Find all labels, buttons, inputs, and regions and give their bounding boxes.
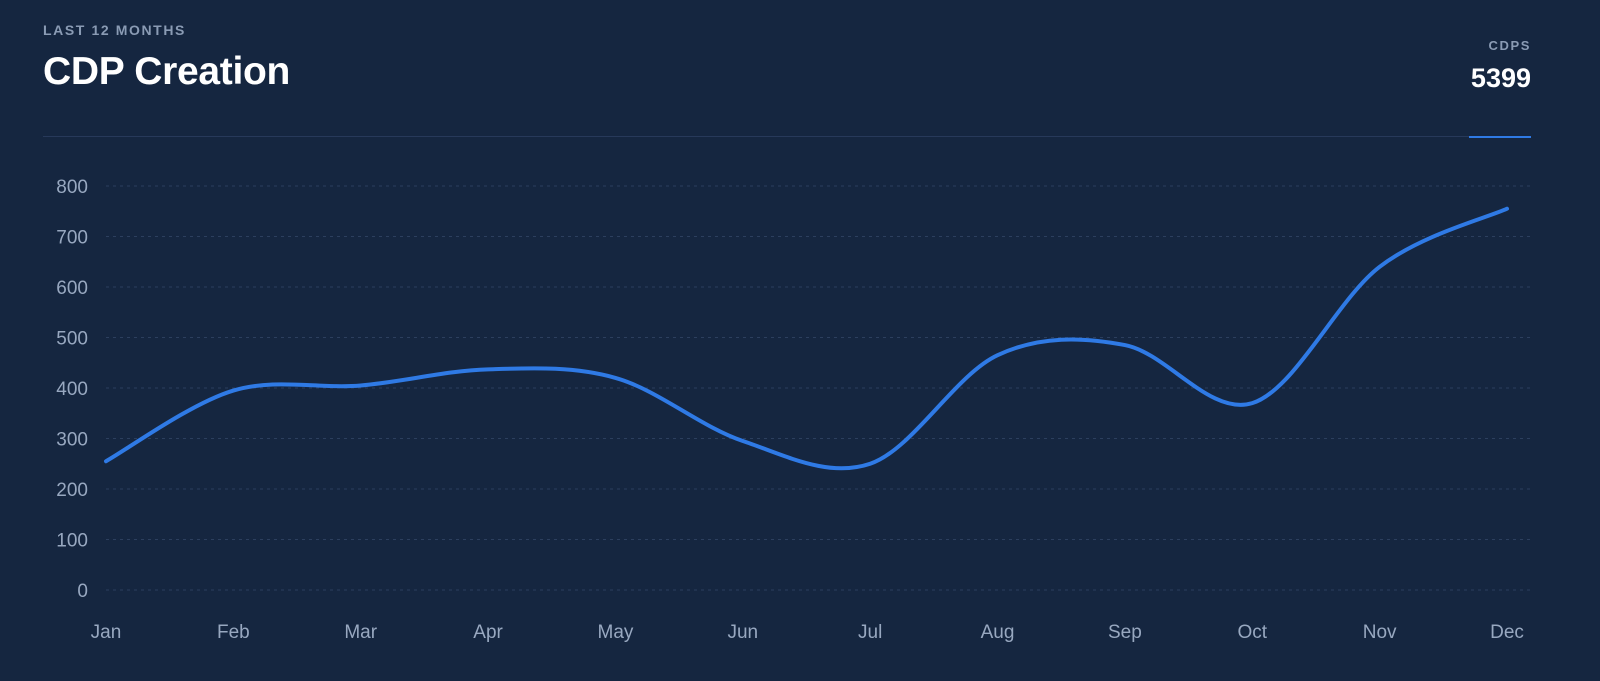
x-axis-ticks: Jan Feb Mar Apr May Jun Jul Aug Sep Oct Nov Dec <box>91 622 1524 643</box>
data-point-nov[interactable] <box>1374 261 1386 273</box>
stat-active-underline <box>1469 136 1531 138</box>
y-tick-label: 700 <box>56 228 88 249</box>
cdps-stat[interactable]: CDPS 5399 <box>1461 38 1531 94</box>
y-tick-label: 100 <box>56 531 88 552</box>
y-tick-label: 200 <box>56 480 88 501</box>
x-tick-label: Jun <box>727 622 758 643</box>
data-point-mar[interactable] <box>355 379 367 391</box>
y-tick-label: 500 <box>56 329 88 350</box>
y-tick-label: 600 <box>56 278 88 299</box>
y-tick-label: 400 <box>56 379 88 400</box>
data-point-dec[interactable] <box>1501 203 1513 215</box>
data-point-jul[interactable] <box>864 458 876 470</box>
x-tick-label: May <box>598 622 634 643</box>
data-point-jun[interactable] <box>737 435 749 447</box>
y-tick-label: 300 <box>56 430 88 451</box>
x-tick-label: Jul <box>858 622 882 643</box>
series-line <box>104 206 1509 471</box>
y-tick-label: 800 <box>56 177 88 198</box>
data-point-sep[interactable] <box>1119 339 1131 351</box>
data-point-jan[interactable] <box>100 455 112 467</box>
cdps-stat-label: CDPS <box>1488 38 1531 53</box>
chart-title: CDP Creation <box>43 50 291 93</box>
x-tick-label: Mar <box>344 622 377 643</box>
data-point-oct[interactable] <box>1246 397 1258 409</box>
y-axis-ticks: 0 100 200 300 400 500 600 700 800 <box>56 177 88 602</box>
series-layer <box>100 203 1513 471</box>
x-tick-label: Feb <box>217 622 250 643</box>
cdps-stat-value: 5399 <box>1470 63 1531 93</box>
x-tick-label: Nov <box>1363 622 1397 643</box>
x-tick-label: Oct <box>1237 622 1267 643</box>
data-point-may[interactable] <box>609 372 621 384</box>
x-tick-label: Aug <box>981 622 1015 643</box>
header-divider <box>43 136 1531 137</box>
x-tick-label: Sep <box>1108 622 1142 643</box>
data-point-feb[interactable] <box>227 385 239 397</box>
y-tick-label: 0 <box>77 581 88 602</box>
period-label: LAST 12 MONTHS <box>43 22 186 38</box>
x-tick-label: Dec <box>1490 622 1524 643</box>
grid-lines <box>106 185 1531 591</box>
data-point-apr[interactable] <box>482 363 494 375</box>
data-point-aug[interactable] <box>992 349 1004 361</box>
x-tick-label: Jan <box>91 622 122 643</box>
x-tick-label: Apr <box>473 622 503 643</box>
